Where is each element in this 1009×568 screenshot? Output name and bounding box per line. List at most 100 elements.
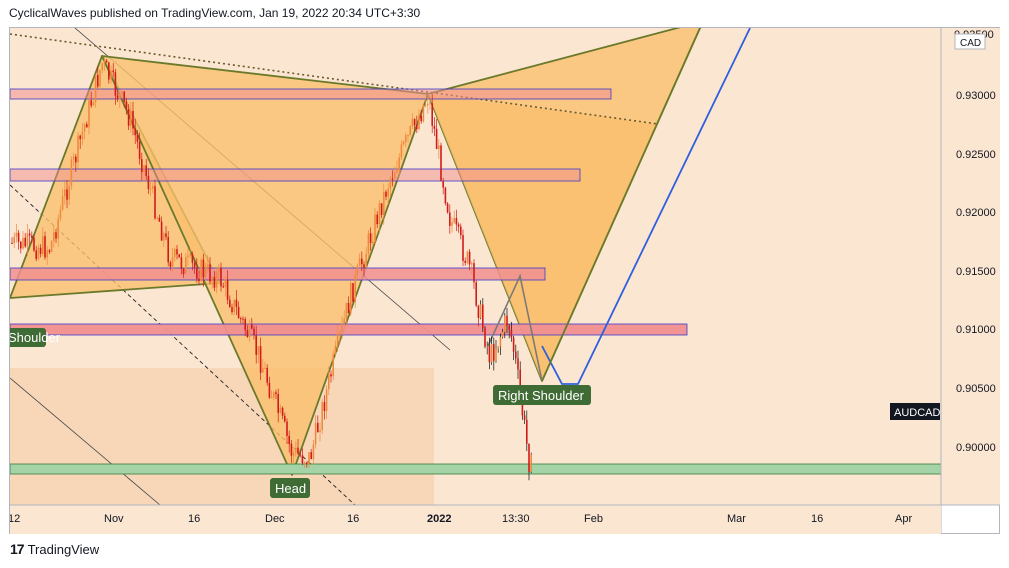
candle-body (125, 101, 128, 110)
y-ticks: 0.93000 0.92500 0.92000 0.91500 0.91000 0.905… (956, 90, 996, 454)
candle-body (394, 172, 396, 179)
candle-body (405, 135, 407, 142)
candle-body (374, 214, 376, 242)
candle-body (147, 176, 150, 189)
candle-body (233, 299, 235, 313)
candle-body (200, 259, 202, 282)
candle-body (77, 135, 79, 163)
neckline (10, 33, 659, 125)
candle-body (244, 319, 246, 331)
candle-body (130, 110, 132, 126)
time-axis[interactable] (10, 505, 941, 534)
candle-body (108, 62, 110, 80)
x-tick-label: 16 (188, 513, 200, 525)
candle-body (352, 283, 354, 302)
x-tick-label: 13:30 (502, 513, 530, 525)
label-right-shoulder-text: Right Shoulder (498, 388, 585, 403)
candle-body (519, 369, 521, 394)
candle-body (510, 329, 513, 338)
candle-body (277, 393, 279, 413)
label-head-box (270, 478, 310, 498)
candle-body (270, 397, 273, 399)
candle-body (286, 421, 288, 436)
candle-body (248, 324, 251, 337)
candle-body (193, 262, 196, 268)
candle-body (202, 259, 205, 278)
candle-body (246, 330, 249, 337)
candle-body (86, 124, 88, 128)
candle-body (409, 126, 411, 135)
candle-body (266, 367, 268, 383)
candle-body (339, 332, 341, 335)
candle-body (169, 262, 172, 267)
candle-body (407, 134, 409, 136)
candle-body (508, 325, 510, 330)
candle-body (413, 119, 416, 126)
publisher-line: CyclicalWaves published on TradingView.c… (9, 6, 421, 20)
candle-body (332, 354, 334, 377)
label-shoulder-box (10, 328, 46, 347)
candle-body (292, 452, 295, 456)
x-tick-label: Apr (895, 513, 912, 525)
candle-body (303, 462, 306, 464)
candle-body (398, 157, 400, 171)
candle-body (149, 188, 152, 190)
candle-body (101, 63, 103, 70)
currency-label: CAD (960, 38, 981, 49)
candle-body (253, 328, 255, 336)
candle-body (451, 222, 453, 226)
candle-body (72, 156, 75, 160)
candle-body (167, 237, 169, 263)
candle-body (160, 221, 163, 241)
projection-olive (541, 28, 701, 382)
candle-body (530, 454, 532, 472)
price-chart[interactable]: Shoulder Head Right Shoulder 0.93500 CAD… (10, 28, 1000, 534)
candle-body (284, 415, 286, 422)
candle-body (512, 337, 515, 352)
candle-body (204, 266, 207, 278)
candle-body (528, 443, 530, 472)
candle-body (35, 250, 37, 259)
candle-body (211, 277, 213, 282)
candle-body (314, 423, 317, 445)
candle-body (64, 189, 66, 197)
candle-body (231, 307, 233, 313)
candle-body (121, 91, 123, 95)
candle-body (22, 237, 24, 249)
channel-line-lower (10, 377, 161, 506)
y-tick-label: 0.91500 (956, 266, 996, 278)
candle-body (515, 351, 517, 359)
candle-body (185, 257, 187, 274)
y-tick-label: 0.93000 (956, 90, 996, 102)
zones (10, 88, 942, 475)
price-axis[interactable] (941, 28, 1000, 505)
candle-body (462, 235, 464, 261)
candle-body (479, 304, 482, 319)
candle-body (400, 144, 403, 158)
candle-body (235, 299, 238, 307)
candle-body (114, 72, 117, 96)
candle-body (165, 233, 167, 238)
candle-body (341, 323, 343, 333)
x-tick-label: Nov (104, 513, 124, 525)
candle-body (350, 283, 352, 314)
candle-body (402, 141, 405, 145)
candle-body (468, 251, 471, 265)
candle-body (264, 367, 266, 369)
candle-body (191, 253, 194, 263)
candle-body (444, 187, 447, 204)
x-tick-label: 2022 (427, 513, 451, 525)
candle-body (297, 447, 299, 454)
candle-body (15, 232, 18, 237)
label-shoulder-text: Shoulder (10, 330, 61, 345)
candle-body (259, 346, 262, 373)
label-right-shoulder-box (493, 385, 591, 405)
candle-body (484, 327, 486, 347)
candle-body (275, 392, 277, 394)
candles (11, 57, 532, 481)
candle-body (110, 70, 112, 80)
candle-body (310, 452, 312, 460)
candle-body (446, 203, 449, 213)
candle-body (369, 233, 372, 243)
candle-body (336, 334, 339, 346)
